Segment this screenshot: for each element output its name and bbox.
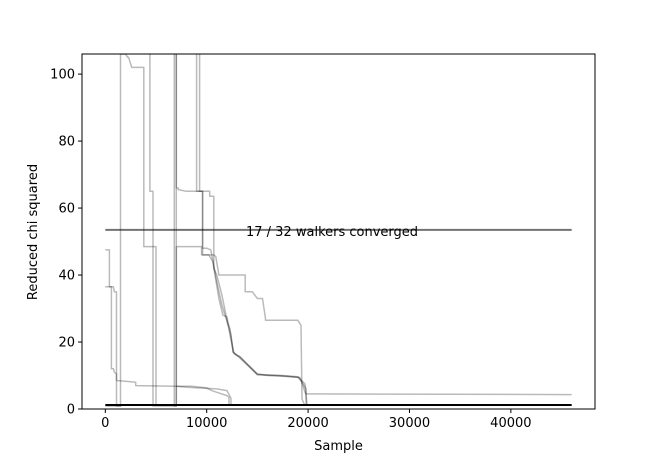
walker-trace-7 (198, 54, 307, 406)
y-tick-label: 40 (58, 269, 75, 284)
walker-trace-8 (195, 54, 308, 407)
x-axis-label: Sample (314, 439, 363, 454)
y-tick-label: 20 (58, 336, 75, 351)
x-axis-ticks: 0 10000 20000 30000 40000 (101, 409, 532, 431)
plot-frame (81, 53, 596, 410)
y-tick-label: 80 (58, 135, 75, 150)
y-tick-label: 0 (67, 403, 75, 418)
walker-trace-9 (176, 385, 232, 406)
walker-trace-4 (149, 54, 178, 407)
y-tick-label: 100 (50, 68, 75, 83)
x-tick-label: 30000 (389, 416, 430, 431)
x-tick-label: 10000 (186, 416, 227, 431)
walker-trace-1 (105, 54, 157, 407)
walker-trace-3 (105, 286, 230, 406)
y-tick-label: 60 (58, 202, 75, 217)
x-tick-label: 20000 (287, 416, 328, 431)
walker-traces (105, 54, 572, 407)
y-axis-ticks: 0 20 40 60 80 100 (50, 68, 82, 418)
reference-lines (105, 228, 572, 406)
x-tick-label: 40000 (490, 416, 531, 431)
annotation-converged: 17 / 32 walkers converged (246, 225, 418, 240)
y-axis-label: Reduced chi squared (26, 164, 41, 300)
walker-trace-6 (173, 54, 306, 407)
x-tick-label: 0 (101, 416, 109, 431)
walker-trace-2 (105, 249, 122, 407)
walker-trace-5 (175, 54, 572, 396)
plot-area (81, 53, 596, 410)
